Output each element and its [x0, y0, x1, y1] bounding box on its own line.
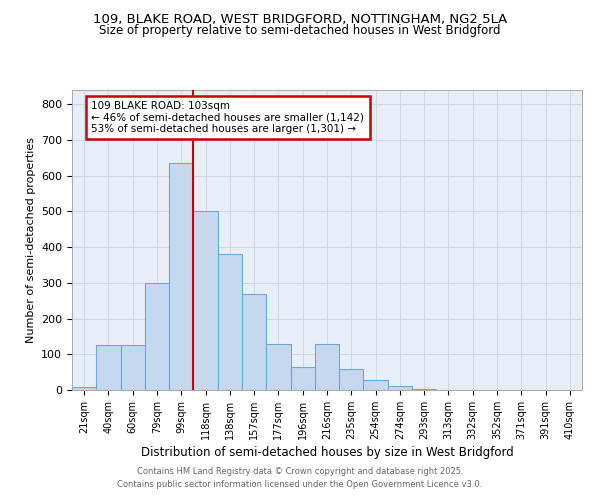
Bar	[412, 389, 436, 390]
Bar	[121, 344, 145, 390]
Bar	[169, 163, 193, 390]
Bar	[242, 294, 266, 390]
Bar	[339, 368, 364, 390]
Bar	[290, 367, 315, 390]
Bar	[266, 344, 290, 390]
Bar	[193, 212, 218, 390]
Bar	[72, 387, 96, 390]
Bar	[388, 386, 412, 390]
Bar	[145, 283, 169, 390]
Bar	[218, 254, 242, 390]
Bar	[96, 344, 121, 390]
Y-axis label: Number of semi-detached properties: Number of semi-detached properties	[26, 137, 35, 343]
Text: Contains HM Land Registry data © Crown copyright and database right 2025.
Contai: Contains HM Land Registry data © Crown c…	[118, 468, 482, 489]
Text: 109, BLAKE ROAD, WEST BRIDGFORD, NOTTINGHAM, NG2 5LA: 109, BLAKE ROAD, WEST BRIDGFORD, NOTTING…	[93, 12, 507, 26]
Bar	[315, 344, 339, 390]
Text: Size of property relative to semi-detached houses in West Bridgford: Size of property relative to semi-detach…	[99, 24, 501, 37]
X-axis label: Distribution of semi-detached houses by size in West Bridgford: Distribution of semi-detached houses by …	[140, 446, 514, 459]
Bar	[364, 380, 388, 390]
Text: 109 BLAKE ROAD: 103sqm
← 46% of semi-detached houses are smaller (1,142)
53% of : 109 BLAKE ROAD: 103sqm ← 46% of semi-det…	[91, 100, 364, 134]
